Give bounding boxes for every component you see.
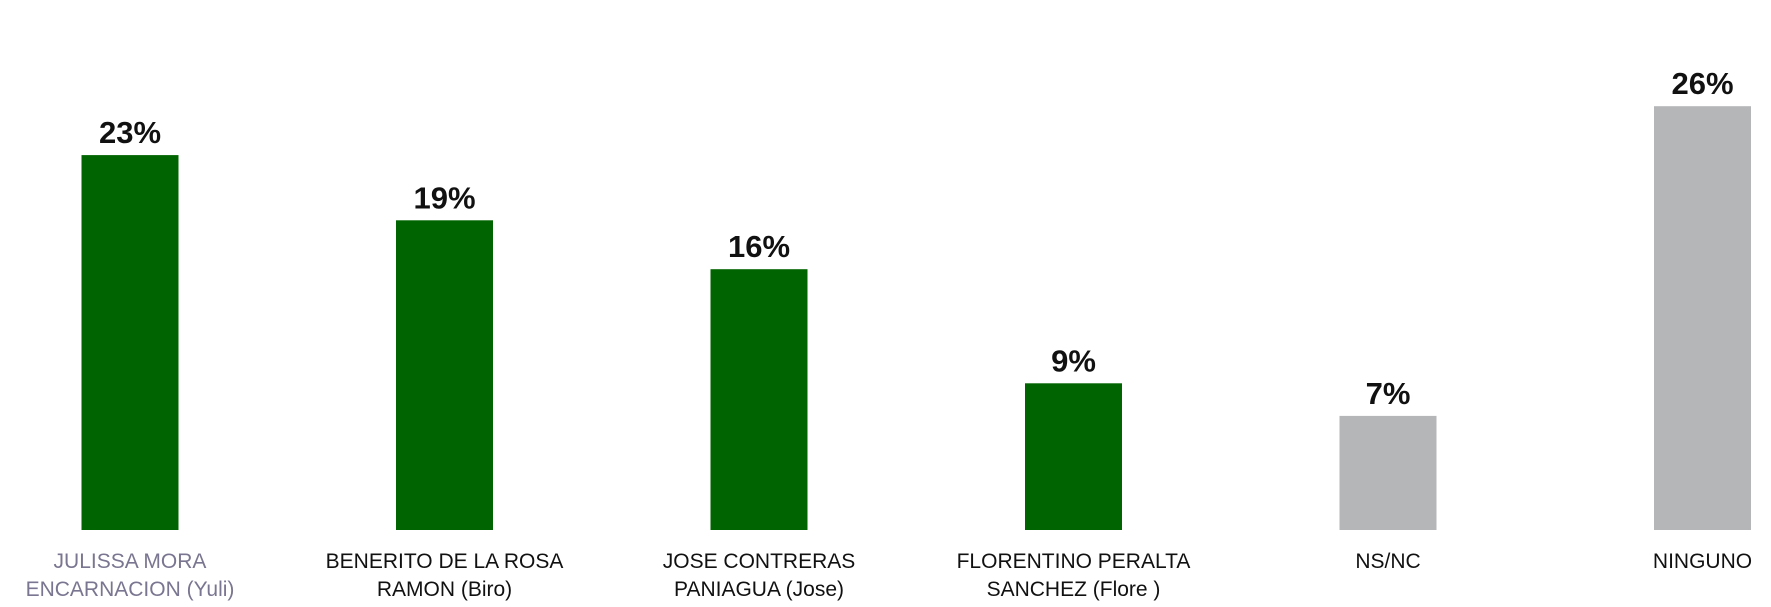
category-label: JULISSA MORA ENCARNACION (Yuli) (25, 550, 235, 601)
bar (81, 155, 179, 530)
bar (1025, 383, 1122, 530)
category-label: FLORENTINO PERALTA SANCHEZ (Flore ) (956, 550, 1191, 601)
category-label: BENERITO DE LA ROSA RAMON (Biro) (325, 550, 564, 601)
bar (396, 220, 493, 531)
category-label: NS/NC (1355, 550, 1421, 573)
bar (1654, 106, 1751, 530)
bar (1339, 415, 1437, 530)
value-label: 7% (1366, 376, 1411, 411)
value-label: 19% (413, 180, 475, 215)
value-label: 23% (99, 115, 161, 150)
value-label: 16% (728, 229, 790, 264)
category-label: NINGUNO (1652, 550, 1753, 573)
value-label: 9% (1051, 343, 1096, 378)
bar (710, 269, 808, 530)
value-label: 26% (1671, 66, 1733, 101)
category-label: JOSE CONTRERAS PANIAGUA (Jose) (662, 550, 856, 601)
